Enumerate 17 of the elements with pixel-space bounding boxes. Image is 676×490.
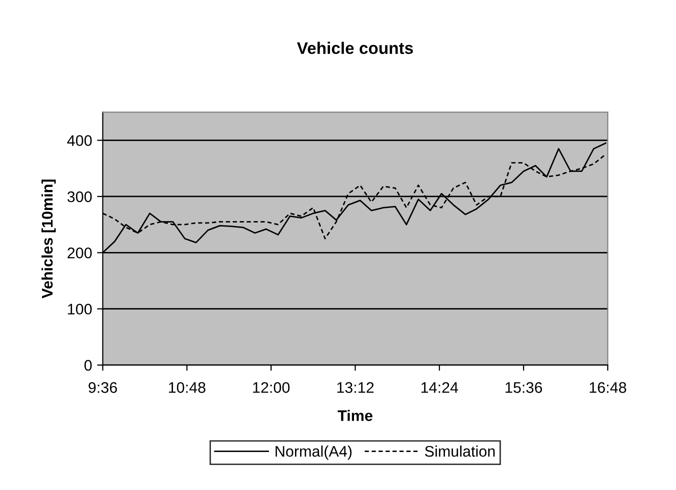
y-tick-label: 100 (68, 304, 92, 315)
x-tick-label: 12:00 (253, 382, 290, 393)
x-axis-title: Time (338, 410, 372, 422)
x-tick-label: 9:36 (88, 382, 117, 393)
x-tick-label: 13:12 (337, 382, 374, 393)
y-tick-label: 400 (67, 135, 92, 146)
legend-label: Simulation (425, 446, 495, 457)
y-axis-title: Vehicles [10min] (41, 180, 56, 298)
legend-label: Normal(A4) (276, 446, 352, 460)
y-tick-label: 300 (67, 191, 92, 202)
x-tick-label: 10:48 (168, 382, 206, 393)
x-tick-label: 15:36 (506, 382, 542, 393)
x-tick-label: 14:24 (421, 382, 458, 393)
y-tick-label: 200 (68, 248, 92, 258)
chart-title: Vehicle counts (297, 42, 413, 54)
x-tick-label: 16:48 (590, 382, 626, 393)
y-tick-label: 0 (84, 360, 92, 371)
